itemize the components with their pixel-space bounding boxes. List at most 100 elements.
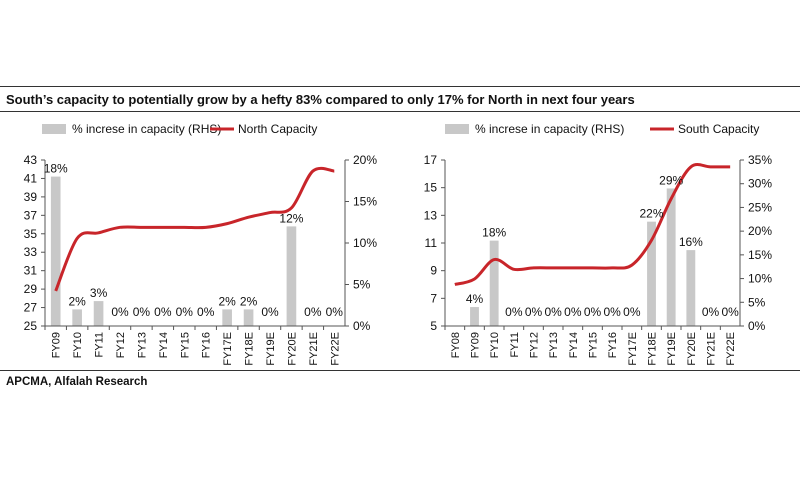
y-left-tick-label: 5 bbox=[430, 319, 437, 333]
bar-data-label-FY10: 18% bbox=[482, 226, 506, 240]
x-tick-label-FY17E: FY17E bbox=[627, 332, 639, 366]
x-tick-label-FY09: FY09 bbox=[51, 332, 63, 358]
y-right-tick-label: 30% bbox=[748, 177, 772, 191]
y-left-tick-label: 25 bbox=[24, 319, 38, 333]
x-tick-label-FY09: FY09 bbox=[470, 332, 482, 358]
bar-data-label-FY22E: 0% bbox=[721, 305, 739, 319]
y-right-tick-label: 20% bbox=[353, 153, 377, 167]
x-tick-label-FY14: FY14 bbox=[158, 332, 170, 358]
y-left-tick-label: 33 bbox=[24, 245, 38, 259]
bar-data-label-FY12: 0% bbox=[525, 305, 543, 319]
bar-FY18E bbox=[647, 221, 656, 326]
bar-data-label-FY15: 0% bbox=[176, 305, 194, 319]
page-title: South’s capacity to potentially grow by … bbox=[6, 92, 635, 107]
line-series-0 bbox=[54, 166, 335, 292]
line-series-1 bbox=[454, 163, 731, 286]
x-tick-label-FY14: FY14 bbox=[568, 332, 580, 358]
y-left-tick-label: 37 bbox=[24, 208, 38, 222]
x-tick-label-FY12: FY12 bbox=[529, 332, 541, 358]
bar-data-label-FY20E: 16% bbox=[679, 235, 703, 249]
x-tick-label-FY11: FY11 bbox=[509, 332, 521, 357]
south-capacity-chart: % increse in capacity (RHS) South Capacit… bbox=[424, 122, 773, 366]
bar-data-label-FY09: 4% bbox=[466, 292, 484, 306]
bar-data-label-FY20E: 12% bbox=[279, 211, 303, 225]
bar-data-label-FY11: 0% bbox=[505, 305, 523, 319]
legend-line-label: South Capacity bbox=[678, 122, 759, 136]
x-tick-label-FY15: FY15 bbox=[588, 332, 600, 358]
bar-FY17E bbox=[222, 309, 232, 326]
x-tick-label-FY21E: FY21E bbox=[308, 332, 320, 366]
bar-data-label-FY14: 0% bbox=[154, 305, 172, 319]
bar-data-label-FY21E: 0% bbox=[304, 305, 322, 319]
y-right-tick-label: 0% bbox=[353, 319, 371, 333]
x-tick-label-FY17E: FY17E bbox=[222, 332, 234, 366]
bar-FY20E bbox=[286, 226, 297, 326]
x-tick-label-FY15: FY15 bbox=[179, 332, 191, 358]
y-left-tick-label: 7 bbox=[430, 291, 437, 305]
bar-data-label-FY18E: 2% bbox=[240, 294, 258, 308]
x-tick-label-FY10: FY10 bbox=[489, 332, 501, 358]
bar-data-label-FY21E: 0% bbox=[702, 305, 720, 319]
y-right-tick-label: 15% bbox=[748, 248, 772, 262]
y-right-tick-label: 20% bbox=[748, 224, 772, 238]
legend-bar-label: % increse in capacity (RHS) bbox=[72, 122, 221, 136]
bar-data-label-FY13: 0% bbox=[133, 305, 151, 319]
x-tick-label-FY22E: FY22E bbox=[725, 332, 737, 366]
x-tick-label-FY16: FY16 bbox=[607, 332, 619, 358]
y-left-tick-label: 15 bbox=[424, 181, 438, 195]
x-tick-label-FY20E: FY20E bbox=[286, 332, 298, 366]
top-rule bbox=[0, 86, 800, 87]
bar-data-label-FY19E: 0% bbox=[261, 305, 279, 319]
bar-data-label-FY13: 0% bbox=[544, 305, 562, 319]
x-tick-label-FY16: FY16 bbox=[201, 332, 213, 358]
bar-FY10 bbox=[489, 240, 499, 326]
y-right-tick-label: 0% bbox=[748, 319, 766, 333]
bar-FY18E bbox=[243, 309, 254, 326]
legend-line-label: North Capacity bbox=[238, 122, 317, 136]
x-tick-label-FY11: FY11 bbox=[94, 332, 106, 357]
x-tick-label-FY18E: FY18E bbox=[244, 332, 256, 366]
bar-data-label-FY17E: 2% bbox=[218, 294, 236, 308]
y-right-tick-label: 5% bbox=[353, 278, 371, 292]
y-left-tick-label: 29 bbox=[24, 282, 38, 296]
bar-FY19E bbox=[666, 188, 676, 326]
x-tick-label-FY08: FY08 bbox=[450, 332, 462, 358]
x-tick-label-FY21E: FY21E bbox=[706, 332, 718, 366]
y-left-tick-label: 13 bbox=[424, 208, 438, 222]
bar-data-label-FY11: 3% bbox=[90, 286, 108, 300]
bar-data-label-FY18E: 22% bbox=[639, 207, 663, 221]
y-right-tick-label: 35% bbox=[748, 153, 772, 167]
x-tick-label-FY10: FY10 bbox=[72, 332, 84, 358]
bar-FY11 bbox=[93, 301, 104, 326]
bar-data-label-FY10: 2% bbox=[68, 294, 86, 308]
y-left-tick-label: 31 bbox=[24, 264, 38, 278]
x-tick-label-FY13: FY13 bbox=[548, 332, 560, 358]
y-left-tick-label: 27 bbox=[24, 301, 38, 315]
y-left-tick-label: 43 bbox=[24, 153, 38, 167]
legend-bar-label: % increse in capacity (RHS) bbox=[475, 122, 624, 136]
x-tick-label-FY22E: FY22E bbox=[329, 332, 341, 366]
y-right-tick-label: 5% bbox=[748, 295, 766, 309]
y-left-tick-label: 9 bbox=[430, 264, 437, 278]
bar-data-label-FY17E: 0% bbox=[623, 305, 641, 319]
source-rule bbox=[0, 370, 800, 371]
bar-data-label-FY22E: 0% bbox=[326, 305, 344, 319]
bar-data-label-FY14: 0% bbox=[564, 305, 582, 319]
x-tick-label-FY12: FY12 bbox=[115, 332, 127, 358]
legend-bar-swatch bbox=[445, 124, 469, 134]
legend-bar-swatch bbox=[42, 124, 66, 134]
y-left-tick-label: 11 bbox=[425, 236, 438, 250]
y-right-tick-label: 10% bbox=[748, 272, 772, 286]
bar-data-label-FY19E: 29% bbox=[659, 173, 683, 187]
bar-FY09 bbox=[50, 176, 61, 326]
x-tick-label-FY19E: FY19E bbox=[265, 332, 277, 366]
y-left-tick-label: 39 bbox=[24, 190, 38, 204]
bar-FY09 bbox=[470, 307, 479, 326]
y-right-tick-label: 15% bbox=[353, 195, 377, 209]
bar-data-label-FY09: 18% bbox=[44, 162, 68, 176]
bar-data-label-FY12: 0% bbox=[111, 305, 129, 319]
y-left-tick-label: 17 bbox=[424, 153, 438, 167]
x-tick-label-FY19E: FY19E bbox=[666, 332, 678, 366]
bar-data-label-FY15: 0% bbox=[584, 305, 602, 319]
bar-FY20E bbox=[686, 250, 696, 326]
